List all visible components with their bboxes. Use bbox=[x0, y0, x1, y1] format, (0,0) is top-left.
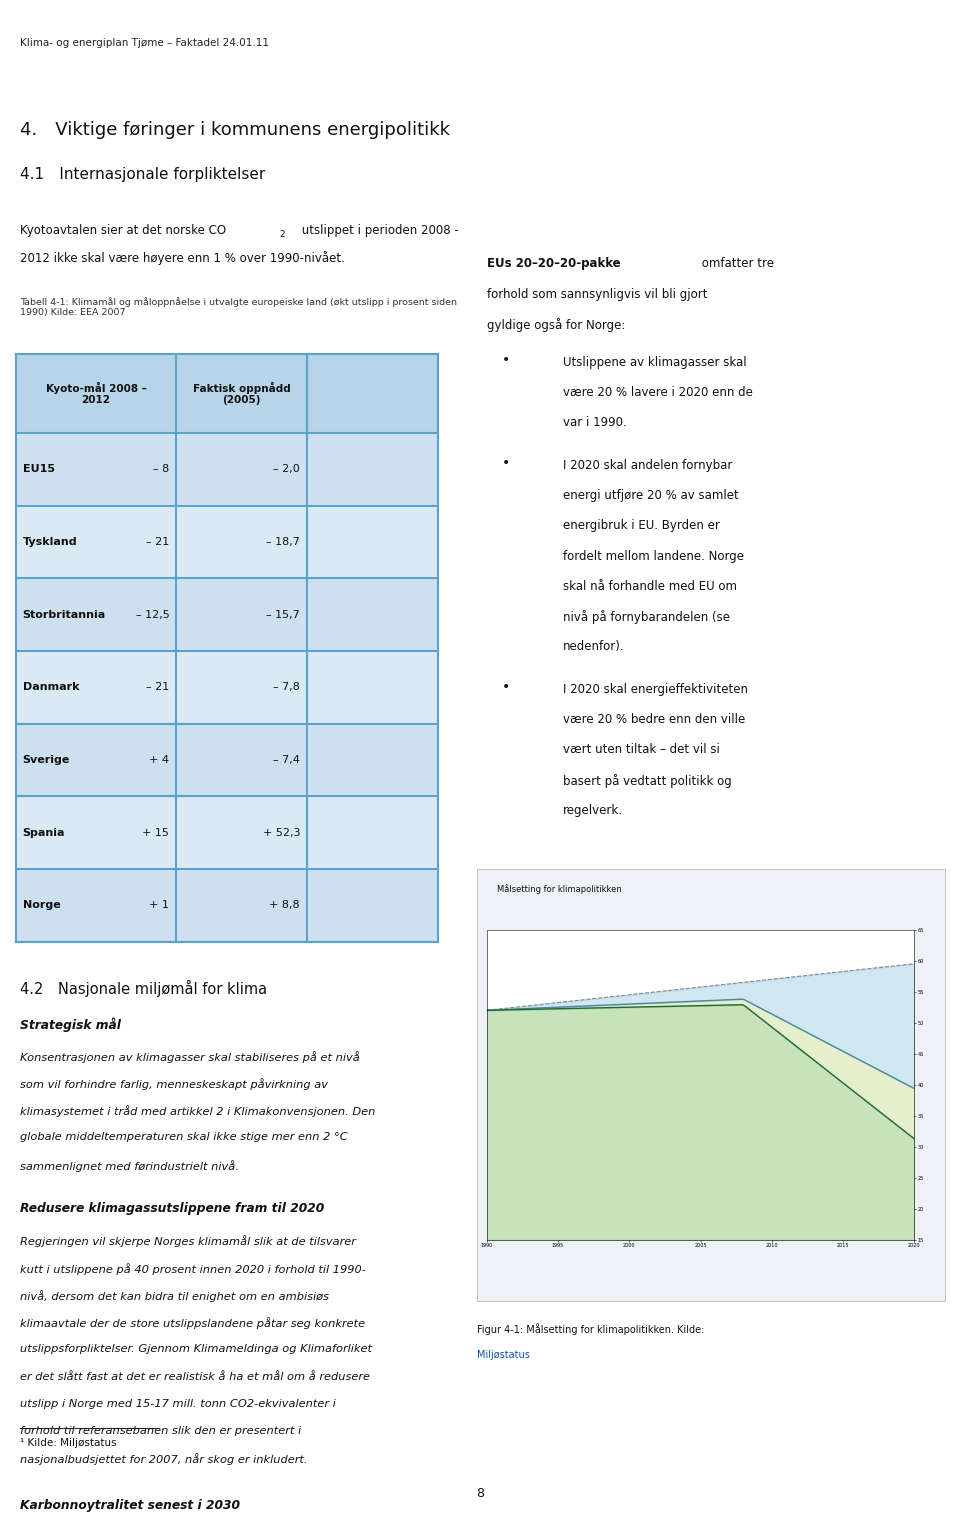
Text: nasjonalbudsjettet for 2007, når skog er inkludert.: nasjonalbudsjettet for 2007, når skog er… bbox=[20, 1453, 308, 1466]
Text: energibruk i EU. Byrden er: energibruk i EU. Byrden er bbox=[564, 519, 720, 533]
Text: – 21: – 21 bbox=[146, 683, 169, 692]
Text: 2: 2 bbox=[279, 230, 285, 239]
Text: Karbonnoytralitet senest i 2030: Karbonnoytralitet senest i 2030 bbox=[20, 1499, 240, 1512]
Text: Utslippene av klimagasser skal: Utslippene av klimagasser skal bbox=[564, 356, 747, 369]
Text: Strategisk mål: Strategisk mål bbox=[20, 1017, 121, 1033]
Text: Spania: Spania bbox=[23, 828, 65, 837]
Text: være 20 % lavere i 2020 enn de: være 20 % lavere i 2020 enn de bbox=[564, 386, 753, 400]
Text: Tabell 4-1: Klimamål og måloppnåelse i utvalgte europeiske land (økt utslipp i p: Tabell 4-1: Klimamål og måloppnåelse i u… bbox=[20, 297, 457, 316]
Text: Målsetting for klimapolitikken: Målsetting for klimapolitikken bbox=[497, 884, 622, 895]
Text: globale middeltemperaturen skal ikke stige mer enn 2 °C: globale middeltemperaturen skal ikke sti… bbox=[20, 1132, 348, 1143]
Text: nivå, dersom det kan bidra til enighet om en ambisiøs: nivå, dersom det kan bidra til enighet o… bbox=[20, 1290, 329, 1302]
Text: 2012 ikke skal være høyere enn 1 % over 1990-nivået.: 2012 ikke skal være høyere enn 1 % over … bbox=[20, 251, 346, 265]
Text: – 7,8: – 7,8 bbox=[274, 683, 300, 692]
Text: sammenlignet med førindustrielt nivå.: sammenlignet med førindustrielt nivå. bbox=[20, 1160, 239, 1172]
Text: I 2020 skal andelen fornybar: I 2020 skal andelen fornybar bbox=[564, 459, 732, 472]
Text: – 21: – 21 bbox=[146, 537, 169, 547]
Text: Miljøstatus: Miljøstatus bbox=[476, 1350, 530, 1361]
Text: – 12,5: – 12,5 bbox=[135, 610, 169, 619]
Text: + 8,8: + 8,8 bbox=[270, 901, 300, 910]
Text: Figur 4-1: Målsetting for klimapolitikken. Kilde:: Figur 4-1: Målsetting for klimapolitikke… bbox=[476, 1323, 704, 1335]
Text: som vil forhindre farlig, menneskeskapt påvirkning av: som vil forhindre farlig, menneskeskapt … bbox=[20, 1078, 328, 1090]
FancyBboxPatch shape bbox=[15, 354, 438, 433]
Text: Klima- og energiplan Tjøme – Faktadel 24.01.11: Klima- og energiplan Tjøme – Faktadel 24… bbox=[20, 38, 270, 48]
Text: utslipp i Norge med 15-17 mill. tonn CO2-ekvivalenter i: utslipp i Norge med 15-17 mill. tonn CO2… bbox=[20, 1399, 336, 1410]
Text: er det slått fast at det er realistisk å ha et mål om å redusere: er det slått fast at det er realistisk å… bbox=[20, 1372, 371, 1382]
Text: kutt i utslippene på 40 prosent innen 2020 i forhold til 1990-: kutt i utslippene på 40 prosent innen 20… bbox=[20, 1263, 366, 1275]
Text: vært uten tiltak – det vil si: vært uten tiltak – det vil si bbox=[564, 743, 720, 757]
Text: klimasystemet i tråd med artikkel 2 i Klimakonvensjonen. Den: klimasystemet i tråd med artikkel 2 i Kl… bbox=[20, 1105, 375, 1117]
FancyBboxPatch shape bbox=[476, 869, 945, 1301]
Text: nedenfor).: nedenfor). bbox=[564, 640, 625, 654]
Text: – 8: – 8 bbox=[153, 465, 169, 474]
Text: EUs 20–20–20-pakke: EUs 20–20–20-pakke bbox=[487, 257, 620, 271]
Text: – 18,7: – 18,7 bbox=[266, 537, 300, 547]
Text: Regjeringen vil skjerpe Norges klimamål slik at de tilsvarer: Regjeringen vil skjerpe Norges klimamål … bbox=[20, 1235, 356, 1248]
Text: Redusere klimagassutslippene fram til 2020: Redusere klimagassutslippene fram til 20… bbox=[20, 1202, 324, 1216]
Text: Tyskland: Tyskland bbox=[23, 537, 77, 547]
Text: 4. Viktige føringer i kommunens energipolitikk: 4. Viktige føringer i kommunens energipo… bbox=[20, 121, 450, 139]
Text: 4.1 Internasjonale forpliktelser: 4.1 Internasjonale forpliktelser bbox=[20, 167, 266, 182]
FancyBboxPatch shape bbox=[15, 651, 438, 724]
Text: + 1: + 1 bbox=[150, 901, 169, 910]
FancyBboxPatch shape bbox=[15, 578, 438, 651]
Text: omfatter tre: omfatter tre bbox=[698, 257, 774, 271]
Text: •: • bbox=[502, 353, 511, 366]
Text: EU15: EU15 bbox=[23, 465, 55, 474]
Text: var i 1990.: var i 1990. bbox=[564, 416, 627, 430]
FancyBboxPatch shape bbox=[15, 869, 438, 942]
Text: 8: 8 bbox=[476, 1487, 484, 1500]
Text: fordelt mellom landene. Norge: fordelt mellom landene. Norge bbox=[564, 550, 744, 563]
Text: – 2,0: – 2,0 bbox=[274, 465, 300, 474]
Text: Storbritannia: Storbritannia bbox=[23, 610, 106, 619]
Text: Sverige: Sverige bbox=[23, 755, 70, 765]
Text: nivå på fornybarandelen (se: nivå på fornybarandelen (se bbox=[564, 610, 731, 624]
Text: forhold til referansebanen slik den er presentert i: forhold til referansebanen slik den er p… bbox=[20, 1426, 301, 1437]
Text: •: • bbox=[502, 456, 511, 469]
Text: – 15,7: – 15,7 bbox=[266, 610, 300, 619]
Text: Kyoto-mål 2008 –
2012: Kyoto-mål 2008 – 2012 bbox=[45, 382, 146, 406]
Text: Faktisk oppnådd
(2005): Faktisk oppnådd (2005) bbox=[193, 382, 290, 406]
FancyBboxPatch shape bbox=[15, 724, 438, 796]
Text: Kyotoavtalen sier at det norske CO: Kyotoavtalen sier at det norske CO bbox=[20, 224, 227, 238]
Text: forhold som sannsynligvis vil bli gjort: forhold som sannsynligvis vil bli gjort bbox=[487, 288, 708, 301]
Text: utslippet i perioden 2008 -: utslippet i perioden 2008 - bbox=[299, 224, 459, 238]
FancyBboxPatch shape bbox=[15, 506, 438, 578]
Text: + 4: + 4 bbox=[150, 755, 169, 765]
Text: basert på vedtatt politikk og: basert på vedtatt politikk og bbox=[564, 774, 732, 787]
Text: ¹ Kilde: Miljøstatus: ¹ Kilde: Miljøstatus bbox=[20, 1438, 117, 1449]
Text: 4.2 Nasjonale miljømål for klima: 4.2 Nasjonale miljømål for klima bbox=[20, 980, 268, 996]
Text: Danmark: Danmark bbox=[23, 683, 79, 692]
Text: Konsentrasjonen av klimagasser skal stabiliseres på et nivå: Konsentrasjonen av klimagasser skal stab… bbox=[20, 1051, 360, 1063]
Text: regelverk.: regelverk. bbox=[564, 804, 623, 818]
Text: skal nå forhandle med EU om: skal nå forhandle med EU om bbox=[564, 580, 737, 593]
Text: Norge: Norge bbox=[23, 901, 60, 910]
Text: – 7,4: – 7,4 bbox=[274, 755, 300, 765]
Text: + 52,3: + 52,3 bbox=[263, 828, 300, 837]
Text: klimaavtale der de store utslippslandene påtar seg konkrete: klimaavtale der de store utslippslandene… bbox=[20, 1317, 366, 1329]
FancyBboxPatch shape bbox=[15, 433, 438, 506]
FancyBboxPatch shape bbox=[15, 796, 438, 869]
Text: gyldige også for Norge:: gyldige også for Norge: bbox=[487, 318, 625, 332]
Text: •: • bbox=[502, 680, 511, 693]
Text: være 20 % bedre enn den ville: være 20 % bedre enn den ville bbox=[564, 713, 745, 727]
Text: energi utfjøre 20 % av samlet: energi utfjøre 20 % av samlet bbox=[564, 489, 739, 503]
Text: I 2020 skal energieffektiviteten: I 2020 skal energieffektiviteten bbox=[564, 683, 748, 696]
Text: utslippsforpliktelser. Gjennom Klimameldinga og Klimaforliket: utslippsforpliktelser. Gjennom Klimameld… bbox=[20, 1344, 372, 1355]
Text: + 15: + 15 bbox=[142, 828, 169, 837]
